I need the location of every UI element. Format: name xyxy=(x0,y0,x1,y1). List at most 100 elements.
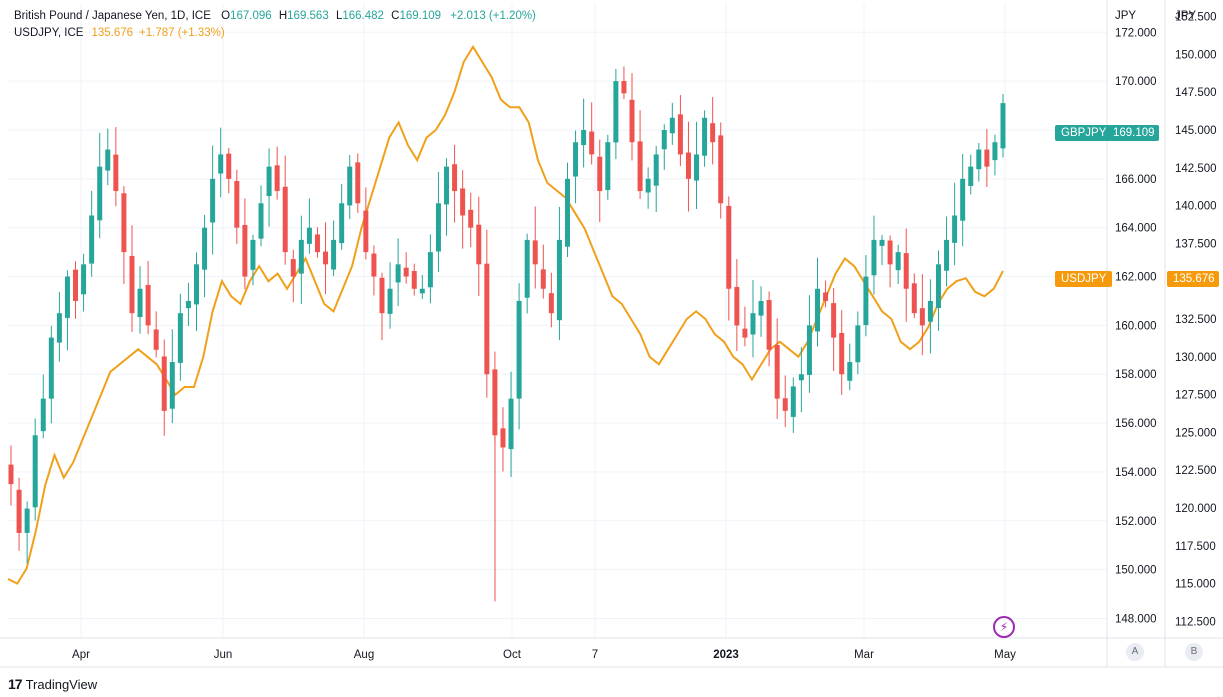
candle-body xyxy=(73,269,79,301)
left-axis-tick-label: 172.000 xyxy=(1115,27,1157,39)
candle-body xyxy=(339,203,345,244)
candle-body xyxy=(314,234,320,253)
auto-scale-button-right[interactable]: B xyxy=(1185,643,1203,661)
candle-body xyxy=(202,227,208,270)
usdjpy-line-path xyxy=(7,44,1004,585)
right-axis-tick-label: 122.500 xyxy=(1175,465,1217,477)
candle-body xyxy=(153,329,159,350)
time-axis-tick-label: Mar xyxy=(854,649,874,661)
candle-body xyxy=(161,356,167,411)
lightning-icon[interactable]: ⚡ xyxy=(993,616,1015,638)
candle-body xyxy=(863,276,869,326)
candle-body xyxy=(782,398,788,411)
candle-body xyxy=(403,267,409,277)
candle-body xyxy=(121,193,127,253)
candle-body xyxy=(379,277,385,314)
right-scale-unit: JPY xyxy=(1175,10,1197,22)
candle-body xyxy=(621,81,627,94)
candle-body xyxy=(556,239,562,321)
close-label: C xyxy=(391,10,400,22)
candle-body xyxy=(290,259,296,277)
high-label: H xyxy=(278,10,288,22)
gbpjpy-candles xyxy=(8,66,1006,602)
candle-body xyxy=(476,224,482,265)
candle-body xyxy=(387,288,393,314)
candle-body xyxy=(694,154,700,181)
candle-body xyxy=(661,130,667,150)
candle-body xyxy=(855,325,861,363)
candle-body xyxy=(250,239,256,270)
low-label: L xyxy=(335,10,343,22)
right-axis-tick-label: 130.000 xyxy=(1175,352,1217,364)
candle-body xyxy=(976,149,982,170)
candle-body xyxy=(581,130,587,146)
left-axis-tick-label: 164.000 xyxy=(1115,223,1157,235)
candle-body xyxy=(266,166,272,197)
candle-body xyxy=(685,152,691,179)
candle-body xyxy=(589,131,595,155)
tradingview-logo-icon: 17 xyxy=(8,676,23,692)
compare-value: 135.676 xyxy=(91,27,134,39)
candle-body xyxy=(935,264,941,309)
candle-body xyxy=(468,209,474,228)
usdjpy-compare-line xyxy=(7,44,1004,585)
candle-body xyxy=(427,252,433,288)
candle-body xyxy=(185,300,191,309)
candle-body xyxy=(806,325,812,375)
right-axis-tick-label: 152.500 xyxy=(1175,12,1217,24)
candle-body xyxy=(710,123,716,143)
right-axis-tick-label: 120.000 xyxy=(1175,503,1217,515)
usdjpy-price-tag: 135.676 xyxy=(1167,271,1219,287)
candle-body xyxy=(81,264,87,295)
tradingview-brand[interactable]: 17 TradingView xyxy=(8,676,97,692)
candle-body xyxy=(960,178,966,221)
candle-body xyxy=(952,215,958,243)
open-value: 167.096 xyxy=(230,10,272,22)
right-axis-tick-label: 117.500 xyxy=(1175,541,1216,553)
candle-body xyxy=(895,252,901,271)
candle-body xyxy=(218,154,224,174)
right-axis-tick-label: 137.500 xyxy=(1175,238,1217,250)
candle-body xyxy=(193,264,199,305)
candle-body xyxy=(758,300,764,316)
candle-body xyxy=(516,300,522,399)
candle-body xyxy=(726,205,732,289)
compare-series-legend[interactable]: USDJPY, ICE 135.676 +1.787 (+1.33%) xyxy=(14,27,225,39)
left-axis-tick-label: 156.000 xyxy=(1115,418,1157,430)
auto-scale-button-left[interactable]: A xyxy=(1126,643,1144,661)
left-axis-tick-label: 160.000 xyxy=(1115,320,1157,332)
candle-body xyxy=(452,164,458,192)
time-axis-tick-label: Oct xyxy=(503,649,522,661)
chart-axes: 148.000 150.000 152.000 154.000 156.000 158.0… xyxy=(0,0,1223,668)
candle-body xyxy=(419,288,425,294)
close-value: 169.109 xyxy=(399,10,442,22)
candle-body xyxy=(847,362,853,381)
main-series-legend[interactable]: British Pound / Japanese Yen, 1D, ICE O1… xyxy=(14,10,536,22)
right-axis-tick-label: 127.500 xyxy=(1175,390,1217,402)
candle-body xyxy=(629,99,635,143)
candle-body xyxy=(524,239,530,298)
candle-body xyxy=(1000,103,1006,149)
usdjpy-name-tag: USDJPY xyxy=(1055,271,1113,287)
series-title[interactable]: British Pound / Japanese Yen, 1D, ICE xyxy=(14,10,211,22)
candle-body xyxy=(89,215,95,264)
candle-body xyxy=(798,374,804,381)
candle-body xyxy=(532,240,538,265)
time-axis-tick-label: Aug xyxy=(354,649,374,661)
right-axis-tick-label: 150.000 xyxy=(1175,49,1217,61)
candle-body xyxy=(887,240,893,265)
left-axis-tick-label: 154.000 xyxy=(1115,467,1157,479)
candle-body xyxy=(992,142,998,161)
candle-body xyxy=(669,117,675,134)
low-value: 166.482 xyxy=(342,10,384,22)
time-axis-tick-label: May xyxy=(994,649,1016,661)
right-axis-tick-label: 125.000 xyxy=(1175,427,1217,439)
candle-body xyxy=(944,239,950,271)
candle-body xyxy=(298,239,304,274)
right-axis-tick-label: 115.000 xyxy=(1175,579,1216,591)
candle-body xyxy=(234,180,240,228)
candle-body xyxy=(226,153,232,179)
compare-title[interactable]: USDJPY, ICE xyxy=(14,27,84,39)
candle-body xyxy=(871,239,877,276)
